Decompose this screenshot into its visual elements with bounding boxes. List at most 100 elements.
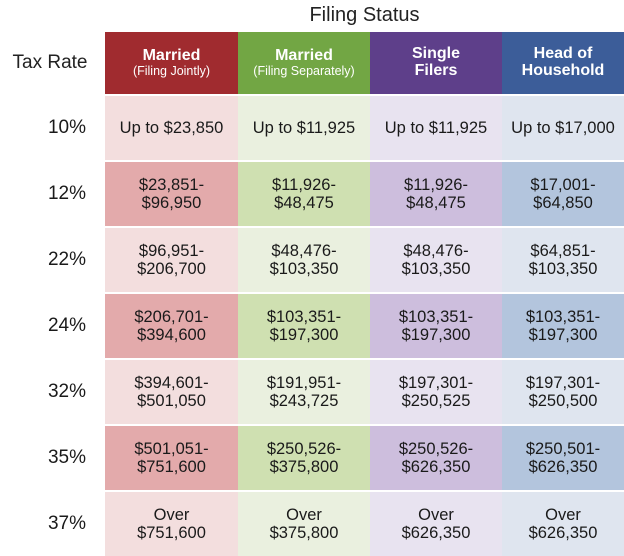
bracket-text: Up to $11,925 [384, 118, 488, 137]
bracket-cell: Over $626,350 [502, 492, 624, 556]
header-sub: (Filing Separately) [253, 63, 355, 78]
bracket-cell: Up to $11,925 [238, 96, 370, 160]
bracket-text: $11,926- [272, 175, 336, 194]
bracket-text: $103,350 [528, 260, 598, 278]
bracket-cell: $103,351- $197,300 [238, 294, 370, 358]
header-sub: Filers [414, 62, 458, 79]
header-sub: (Filing Jointly) [132, 63, 211, 78]
bracket-cell: $103,351- $197,300 [502, 294, 624, 358]
tax-rate-column: 10% 12% 22% 24% 32% 35% 37% [0, 96, 100, 556]
bracket-text: $103,350 [269, 260, 339, 278]
bracket-text: $197,300 [401, 326, 471, 344]
bracket-text: $48,475 [406, 194, 466, 212]
bracket-cell: Over $626,350 [370, 492, 502, 556]
bracket-text: $375,800 [269, 524, 339, 542]
bracket-cell: $206,701- $394,600 [105, 294, 238, 358]
bracket-text: $206,700 [137, 260, 206, 278]
filing-status-title: Filing Status [309, 3, 420, 26]
bracket-cell: $501,051- $751,600 [105, 426, 238, 490]
bracket-text: $48,475 [274, 194, 334, 212]
bracket-cell: Up to $17,000 [502, 96, 624, 160]
bracket-cell: $48,476- $103,350 [238, 228, 370, 292]
bracket-text: $96,950 [141, 194, 202, 212]
bracket-text: $250,526- [266, 439, 342, 458]
bracket-text: $501,050 [137, 392, 206, 410]
bracket-text: Over [418, 505, 454, 524]
tax-rate-header: Tax Rate [12, 52, 88, 73]
bracket-text: $23,851- [138, 175, 205, 194]
header-main: Single [411, 45, 460, 63]
bracket-text: $197,301- [398, 373, 474, 392]
bracket-text: $64,851- [530, 241, 596, 260]
bracket-text: $394,600 [137, 326, 206, 344]
tax-bracket-table: Married (Filing Jointly) Married (Filing… [105, 32, 624, 556]
bracket-cell: $250,526- $626,350 [370, 426, 502, 490]
header-married-jointly: Married (Filing Jointly) [105, 32, 238, 94]
tax-rate-label: 12% [47, 183, 86, 204]
bracket-text: Over [545, 505, 581, 524]
bracket-text: $250,525 [401, 392, 471, 410]
bracket-text: $197,301- [525, 373, 601, 392]
bracket-cell: $250,501- $626,350 [502, 426, 624, 490]
bracket-text: Up to $23,850 [119, 118, 224, 137]
bracket-text: $626,350 [401, 458, 471, 476]
bracket-text: $197,300 [269, 326, 339, 344]
bracket-cell: $17,001- $64,850 [502, 162, 624, 226]
bracket-text: $48,476- [271, 241, 337, 260]
header-main: Married [275, 47, 333, 65]
tax-rate-label: 22% [47, 249, 86, 270]
bracket-text: Up to $17,000 [511, 118, 615, 137]
bracket-cell: $197,301- $250,525 [370, 360, 502, 424]
bracket-text: $48,476- [403, 241, 469, 260]
bracket-text: $243,725 [269, 392, 339, 410]
header-single-filers: Single Filers [370, 32, 502, 94]
bracket-cell: Up to $23,850 [105, 96, 238, 160]
header-head-of-household: Head of Household [502, 32, 624, 94]
bracket-text: $626,350 [401, 524, 471, 542]
bracket-text: $17,001- [530, 175, 596, 194]
bracket-text: $250,500 [528, 392, 598, 410]
bracket-text: $250,501- [525, 439, 601, 458]
bracket-cell: Up to $11,925 [370, 96, 502, 160]
bracket-text: $197,300 [528, 326, 598, 344]
bracket-text: $206,701- [134, 307, 209, 326]
bracket-text: $250,526- [398, 439, 474, 458]
bracket-text: $375,800 [269, 458, 339, 476]
bracket-cell: $394,601- $501,050 [105, 360, 238, 424]
bracket-text: $394,601- [134, 373, 209, 392]
tax-rate-label: 10% [47, 117, 86, 138]
bracket-cell: $48,476- $103,350 [370, 228, 502, 292]
tax-rate-label: 32% [47, 381, 86, 402]
bracket-cell: Over $751,600 [105, 492, 238, 556]
bracket-cell: $23,851- $96,950 [105, 162, 238, 226]
bracket-cell: Over $375,800 [238, 492, 370, 556]
bracket-text: $103,351- [398, 307, 474, 326]
bracket-text: Up to $11,925 [252, 118, 356, 137]
bracket-cell: $11,926- $48,475 [370, 162, 502, 226]
bracket-text: $751,600 [137, 458, 206, 476]
bracket-text: Over [286, 505, 322, 524]
bracket-text: $751,600 [137, 524, 206, 542]
tax-rate-label: 24% [47, 315, 86, 336]
bracket-text: $501,051- [134, 439, 209, 458]
bracket-text: $191,951- [266, 373, 342, 392]
bracket-text: $96,951- [138, 241, 205, 260]
header-sub: Household [521, 62, 605, 79]
bracket-cell: $250,526- $375,800 [238, 426, 370, 490]
header-main: Married [142, 47, 201, 65]
bracket-text: $64,850 [533, 194, 593, 212]
header-married-separately: Married (Filing Separately) [238, 32, 370, 94]
bracket-cell: $103,351- $197,300 [370, 294, 502, 358]
bracket-cell: $11,926- $48,475 [238, 162, 370, 226]
bracket-cell: $64,851- $103,350 [502, 228, 624, 292]
bracket-text: $103,351- [266, 307, 342, 326]
bracket-text: $626,350 [528, 524, 598, 542]
bracket-text: $103,351- [525, 307, 601, 326]
header-main: Head of [533, 45, 593, 63]
bracket-text: $626,350 [528, 458, 598, 476]
bracket-text: Over [153, 505, 190, 524]
bracket-cell: $96,951- $206,700 [105, 228, 238, 292]
bracket-cell: $197,301- $250,500 [502, 360, 624, 424]
tax-rate-label: 37% [47, 513, 86, 534]
bracket-text: $11,926- [404, 175, 468, 194]
